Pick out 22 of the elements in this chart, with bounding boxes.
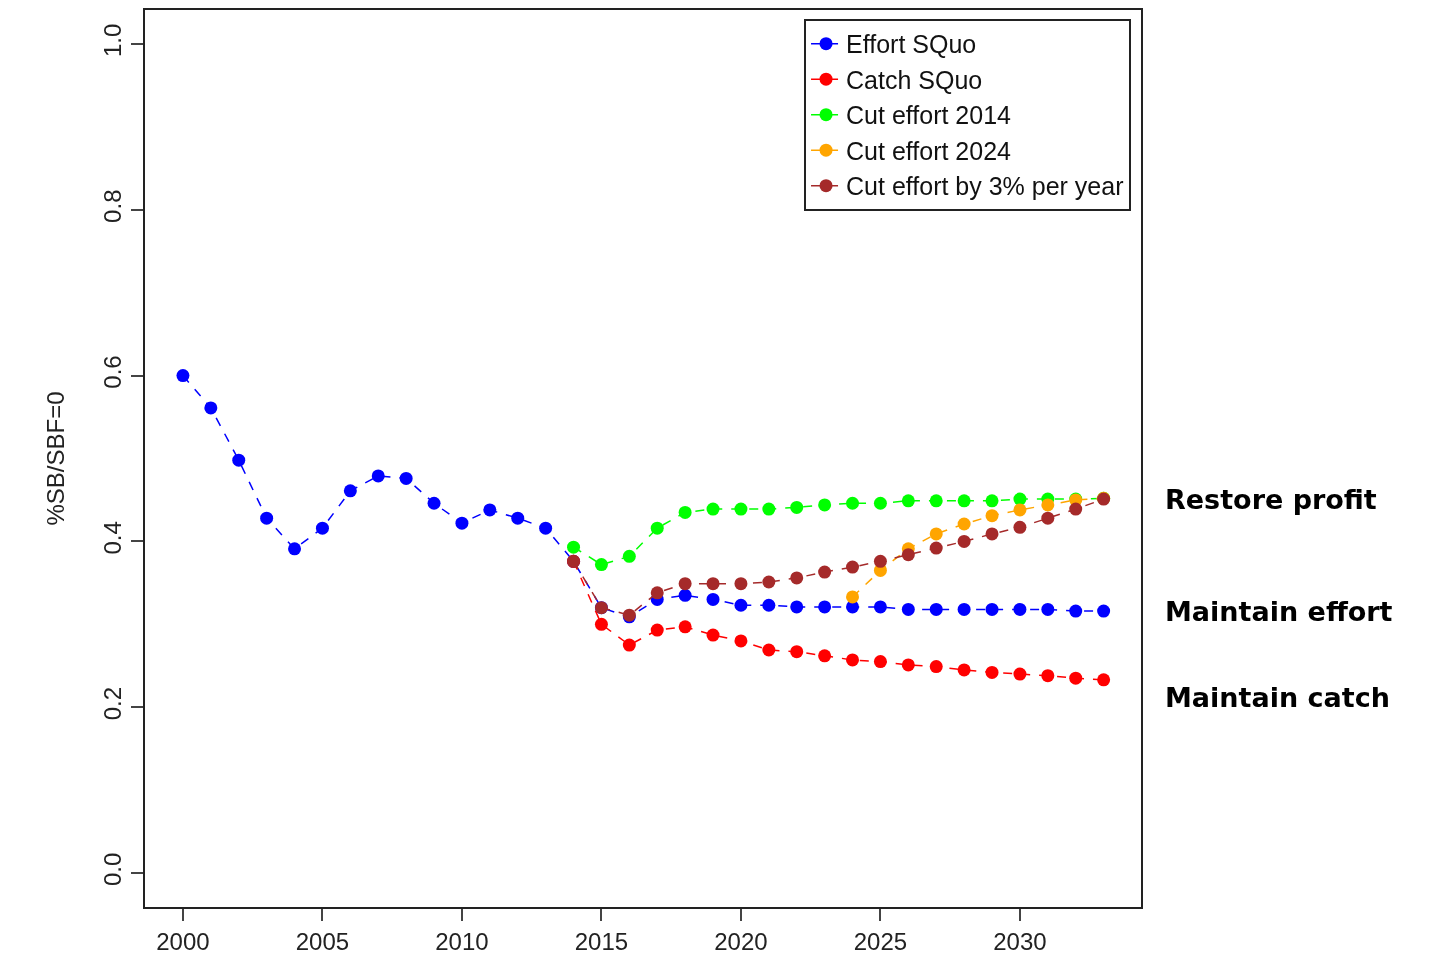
y-tick-label: 0.6 [99,355,127,389]
y-axis-title: %SB/SBF=0 [42,391,69,526]
y-tick-label: 0.8 [99,189,127,223]
text: Maintain effort [1165,596,1393,627]
legend-label: Cut effort by 3% per year [846,172,1124,201]
y-tick-label: 0.2 [99,686,127,721]
x-tick-label: 2010 [435,927,489,955]
x-tick-label: 2015 [574,927,629,955]
text: Maintain catch [1165,682,1390,713]
text: Restore profit [1165,484,1377,515]
legend-label: Cut effort 2024 [846,136,1012,165]
y-tick-label: 0.4 [99,521,127,555]
x-tick-label: 2025 [853,927,908,955]
x-tick-label: 2000 [156,927,210,955]
legend-label: Cut effort 2014 [846,101,1012,130]
legend-label: Effort SQuo [846,30,977,59]
y-tick-label: 0.0 [99,852,127,887]
x-tick-label: 2030 [993,927,1047,955]
y-tick-label: 1.0 [99,23,127,58]
x-tick-label: 2020 [714,927,768,955]
x-tick-label: 2005 [295,927,350,955]
legend-label: Catch SQuo [846,65,983,94]
